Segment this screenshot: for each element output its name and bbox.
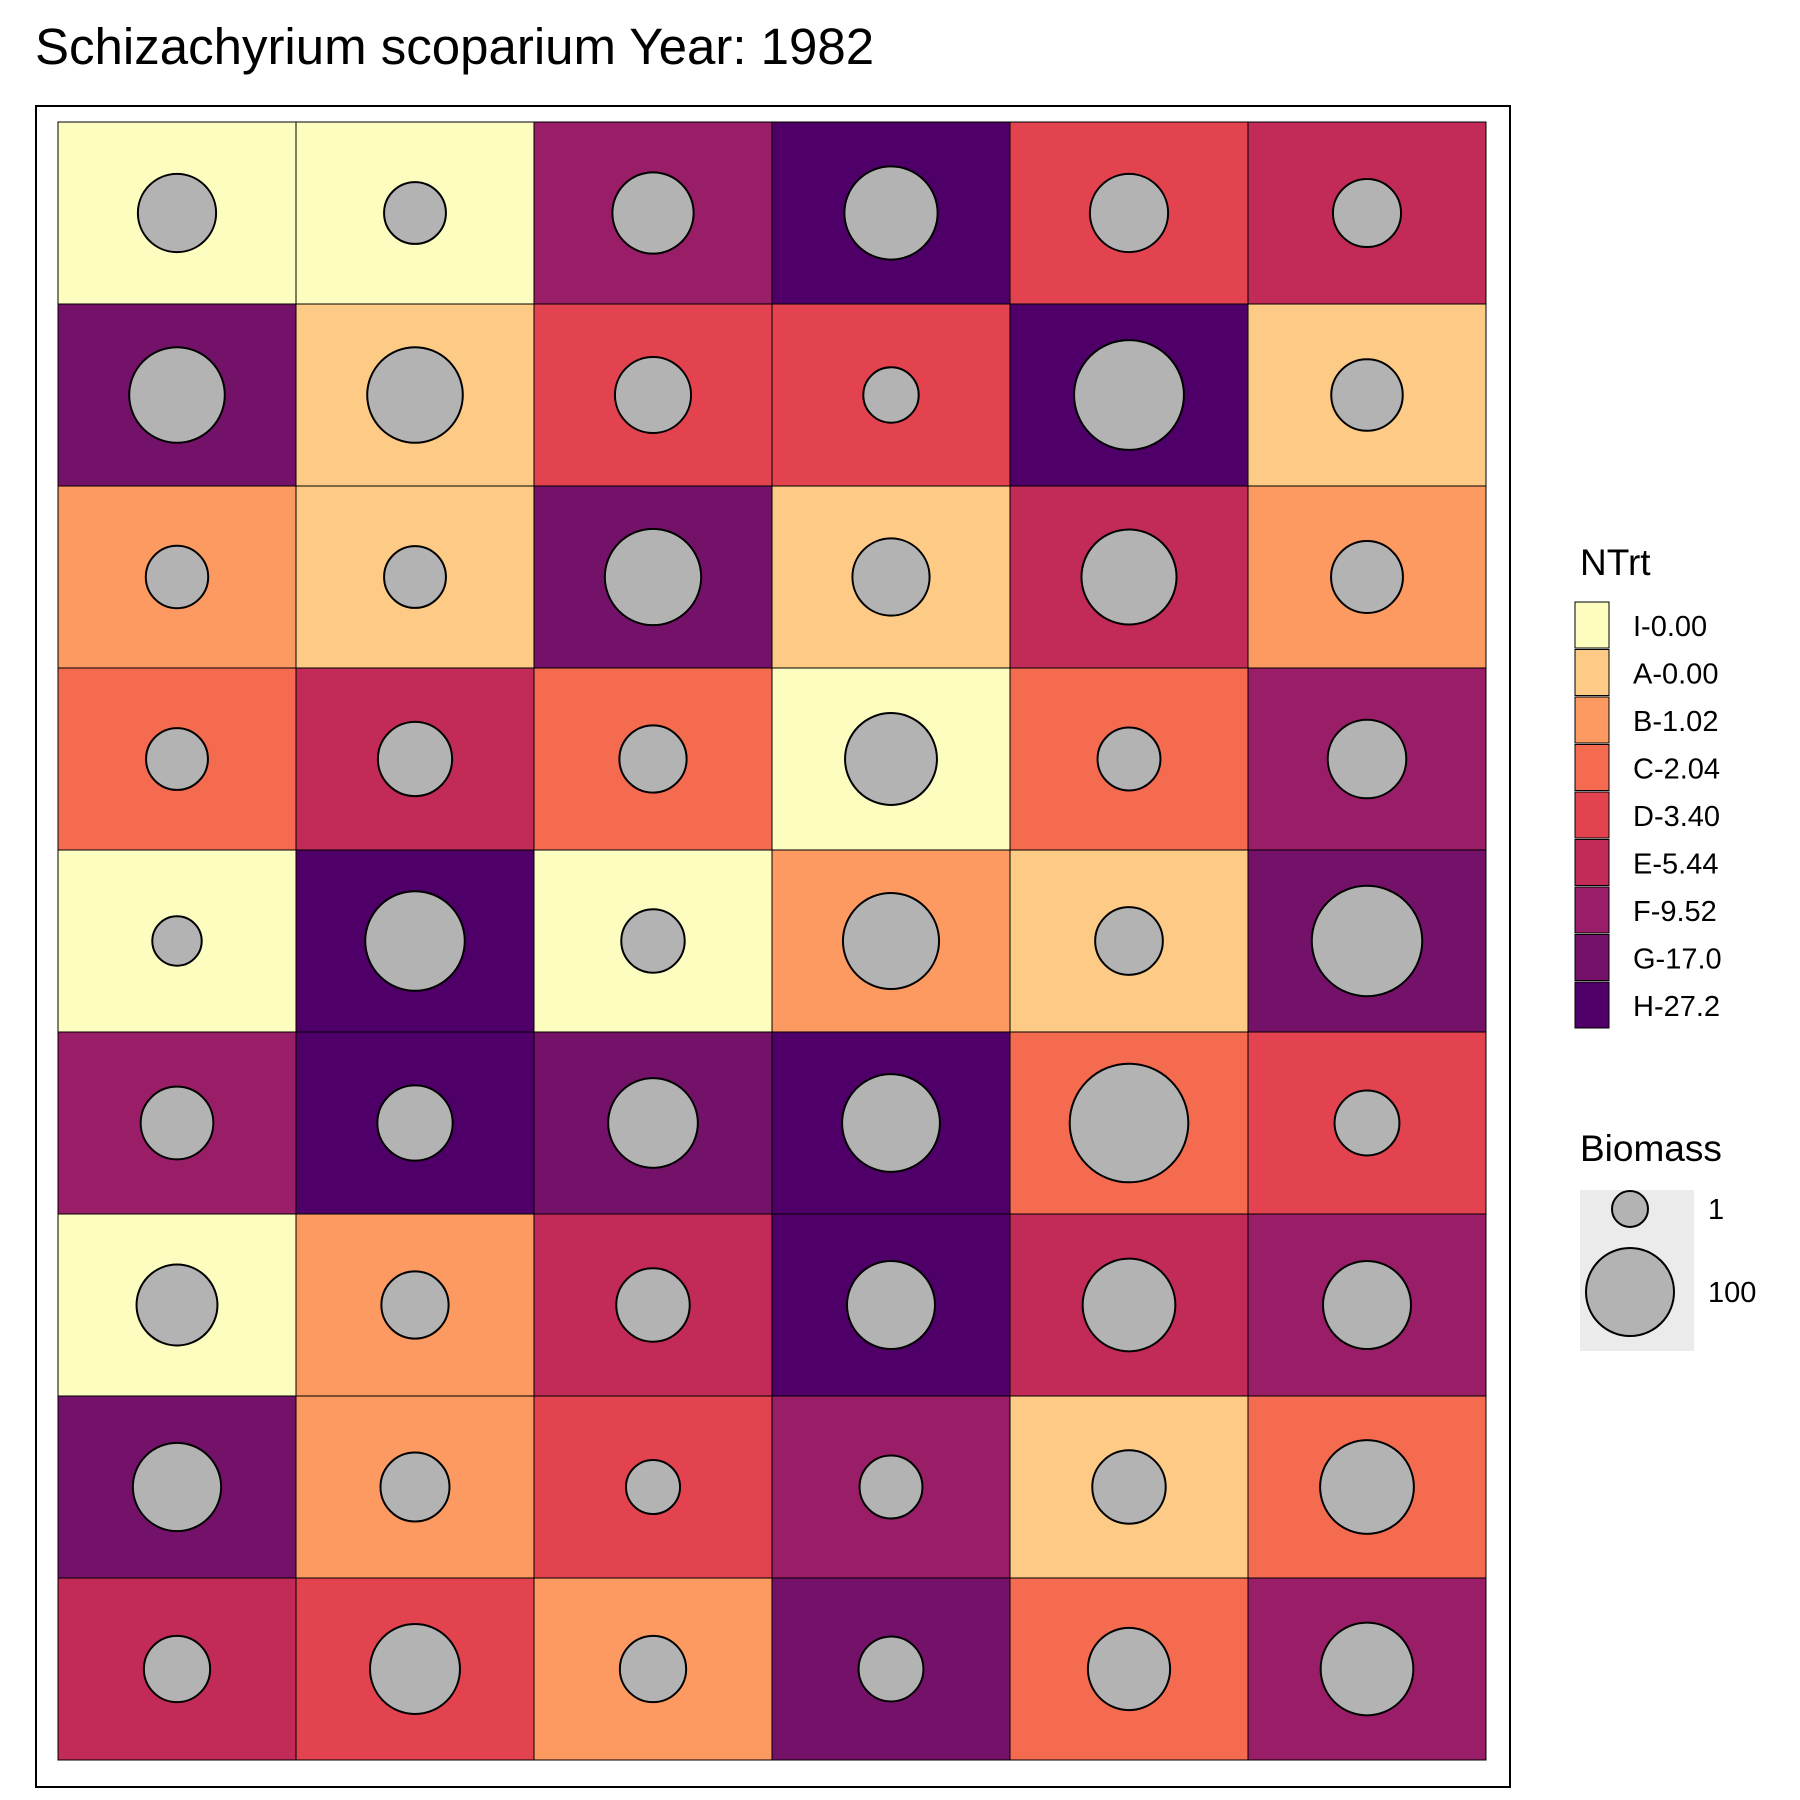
biomass-legend-point xyxy=(1611,1190,1649,1228)
biomass-point xyxy=(1330,540,1404,614)
plot-tile xyxy=(57,485,297,669)
biomass-point xyxy=(618,724,688,794)
ntrt-legend-label: D-3.40 xyxy=(1633,801,1720,833)
biomass-point xyxy=(1322,1260,1412,1350)
biomass-point xyxy=(857,1635,925,1703)
biomass-point xyxy=(1068,1062,1190,1184)
biomass-point xyxy=(369,1623,461,1715)
ntrt-legend-label: H-27.2 xyxy=(1633,991,1720,1023)
ntrt-legend-swatch xyxy=(1574,934,1610,981)
biomass-point xyxy=(383,545,447,609)
ntrt-legend: NTrt I-0.00 A-0.00 B-1.02 C-2.04 D-3.40 E-5.4… xyxy=(1574,542,1722,1029)
biomass-point xyxy=(1333,1089,1401,1157)
ntrt-legend-label: G-17.0 xyxy=(1633,944,1722,976)
ntrt-legend-label: I-0.00 xyxy=(1633,611,1707,643)
biomass-point xyxy=(1096,726,1162,792)
chart-title: Schizachyrium scoparium Year: 1982 xyxy=(35,18,874,75)
biomass-point xyxy=(142,1634,212,1704)
biomass-point xyxy=(380,1270,450,1340)
biomass-point xyxy=(151,915,203,967)
ntrt-legend-swatch xyxy=(1574,601,1610,649)
biomass-point xyxy=(615,1267,691,1343)
biomass-point xyxy=(841,1073,941,1173)
biomass-point xyxy=(843,165,939,261)
biomass-point xyxy=(844,712,938,806)
biomass-point xyxy=(603,527,703,627)
biomass-point xyxy=(139,1085,215,1161)
biomass-point xyxy=(1310,884,1424,998)
biomass-point xyxy=(1330,358,1404,432)
biomass-point xyxy=(1088,172,1170,254)
biomass-point xyxy=(611,171,695,255)
biomass-point xyxy=(131,1441,223,1533)
ntrt-legend-swatch xyxy=(1574,886,1610,934)
ntrt-legend-swatch xyxy=(1574,791,1610,839)
biomass-point xyxy=(1326,718,1408,800)
ntrt-legend-keys: I-0.00 A-0.00 B-1.02 C-2.04 D-3.40 E-5.44 F-9.… xyxy=(1574,601,1722,1029)
biomass-point xyxy=(1094,906,1164,976)
ntrt-legend-swatch xyxy=(1574,981,1610,1029)
biomass-point xyxy=(1319,1621,1415,1717)
ntrt-legend-label: A-0.00 xyxy=(1633,659,1718,691)
biomass-point xyxy=(136,172,218,254)
biomass-point xyxy=(624,1458,682,1516)
biomass-point xyxy=(858,1454,924,1520)
ntrt-legend-label: C-2.04 xyxy=(1633,754,1720,786)
biomass-legend-label: 100 xyxy=(1708,1277,1756,1309)
ntrt-legend-label: E-5.44 xyxy=(1633,849,1718,881)
biomass-legend-point xyxy=(1585,1247,1675,1337)
biomass-legend-title: Biomass xyxy=(1580,1128,1722,1169)
ntrt-legend-swatch xyxy=(1574,696,1610,744)
biomass-points xyxy=(128,165,1424,1717)
ntrt-legend-swatch xyxy=(1574,744,1610,791)
ntrt-legend-label: B-1.02 xyxy=(1633,706,1718,738)
biomass-point xyxy=(1081,1257,1177,1353)
biomass-point xyxy=(618,1634,688,1704)
panel-border xyxy=(35,105,1511,1788)
biomass-point xyxy=(613,355,693,435)
biomass-point xyxy=(620,908,686,974)
biomass-point xyxy=(1091,1449,1167,1525)
biomass-point xyxy=(128,346,226,444)
biomass-legend-label: 1 xyxy=(1708,1194,1724,1226)
biomass-point xyxy=(135,1263,219,1347)
biomass-point xyxy=(1080,528,1178,626)
biomass-point xyxy=(144,544,210,610)
biomass-point xyxy=(376,720,454,798)
biomass-legend: Biomass 1 100 xyxy=(1580,1128,1756,1351)
biomass-point xyxy=(862,366,920,424)
biomass-point xyxy=(383,181,447,245)
biomass-point xyxy=(1331,177,1403,249)
ntrt-legend-title: NTrt xyxy=(1580,542,1651,583)
biomass-point xyxy=(841,891,941,991)
plot-tiles xyxy=(57,121,1487,1761)
biomass-point xyxy=(364,890,466,992)
biomass-point xyxy=(376,1084,454,1162)
biomass-point xyxy=(1319,1439,1415,1535)
biomass-legend-keys: 1 100 xyxy=(1585,1190,1756,1337)
ntrt-legend-label: F-9.52 xyxy=(1633,896,1717,928)
ntrt-legend-swatch xyxy=(1574,839,1610,886)
plot-tile xyxy=(533,667,773,851)
biomass-point xyxy=(607,1077,699,1169)
biomass-point xyxy=(145,727,209,791)
biomass-point xyxy=(1086,1626,1172,1712)
biomass-point xyxy=(1073,339,1185,451)
ntrt-legend-swatch xyxy=(1574,649,1610,696)
biomass-point xyxy=(846,1260,936,1350)
biomass-point xyxy=(379,1451,451,1523)
biomass-point xyxy=(366,346,464,444)
biomass-point xyxy=(851,537,931,617)
